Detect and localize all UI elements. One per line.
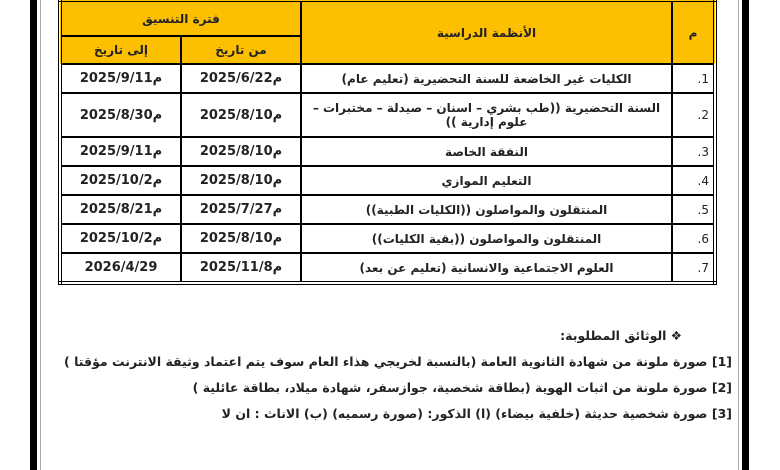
table-row: 6. المنتقلون والمواصلون ((بقية الكليات)) 2… <box>59 223 716 254</box>
row-to-date: 2025/10/2م <box>59 165 182 196</box>
page-border-right-thin <box>738 0 739 470</box>
table-row: 5. المنتقلون والمواصلون ((الكليات الطبية)… <box>59 194 716 225</box>
row-to-date: 2025/9/11م <box>59 63 182 94</box>
row-number: 3. <box>671 136 716 167</box>
documents-title: ❖ الوثائق المطلوبة: <box>560 328 682 343</box>
table-row: 1. الكليات غير الخاضعة للسنة التحضيرية (ت… <box>59 63 716 94</box>
row-to-date: 2025/10/2م <box>59 223 182 254</box>
page-border-left-thin <box>40 0 41 470</box>
row-system: الكليات غير الخاضعة للسنة التحضيرية (تعل… <box>300 63 673 94</box>
row-system: النفقة الخاصة <box>300 136 673 167</box>
document-item: [2] صورة ملونة من اثبات الهوية (بطاقة شخ… <box>192 380 732 395</box>
row-number: 1. <box>671 63 716 94</box>
table-row: 4. التعليم الموازي 2025/8/10م 2025/10/2م <box>59 165 716 196</box>
row-from-date: 2025/8/10م <box>180 165 302 196</box>
row-system: العلوم الاجتماعية والانسانية (تعليم عن ب… <box>300 252 673 284</box>
header-num: م <box>671 0 716 65</box>
required-documents: ❖ الوثائق المطلوبة: [1] صورة ملونة من شه… <box>44 323 732 427</box>
page-border-left <box>30 0 37 470</box>
table-row: 2. السنة التحضيرية ((طب بشري – اسنان – صي… <box>59 92 716 138</box>
row-from-date: 2025/8/10م <box>180 223 302 254</box>
row-system: التعليم الموازي <box>300 165 673 196</box>
page-border-right <box>742 0 749 470</box>
header-system: الأنظمة الدراسية <box>300 0 673 65</box>
coordination-table: م الأنظمة الدراسية فترة التنسيق من تاريخ… <box>58 0 717 285</box>
row-number: 6. <box>671 223 716 254</box>
row-system: المنتقلون والمواصلون ((الكليات الطبية)) <box>300 194 673 225</box>
document-item: [1] صورة ملونة من شهادة الثانوية العامة … <box>64 354 732 369</box>
header-from: من تاريخ <box>180 35 302 65</box>
row-from-date: 2025/8/10م <box>180 92 302 138</box>
row-to-date: 2025/9/11م <box>59 136 182 167</box>
row-to-date: 2025/8/30م <box>59 92 182 138</box>
row-number: 5. <box>671 194 716 225</box>
table-row: 7. العلوم الاجتماعية والانسانية (تعليم عن… <box>59 252 716 284</box>
row-to-date: 2026/4/29 <box>59 252 182 284</box>
row-from-date: 2025/7/27م <box>180 194 302 225</box>
row-from-date: 2025/6/22م <box>180 63 302 94</box>
row-number: 4. <box>671 165 716 196</box>
row-system: المنتقلون والمواصلون ((بقية الكليات)) <box>300 223 673 254</box>
row-number: 7. <box>671 252 716 284</box>
row-system: السنة التحضيرية ((طب بشري – اسنان – صيدل… <box>300 92 673 138</box>
row-number: 2. <box>671 92 716 138</box>
document-item: [3] صورة شخصية حديثة (خلفية بيضاء) (ا) ا… <box>221 406 732 421</box>
row-from-date: 2025/11/8م <box>180 252 302 284</box>
row-to-date: 2025/8/21م <box>59 194 182 225</box>
header-to: إلى تاريخ <box>59 35 182 65</box>
table-row: 3. النفقة الخاصة 2025/8/10م 2025/9/11م <box>59 136 716 167</box>
row-from-date: 2025/8/10م <box>180 136 302 167</box>
header-period: فترة التنسيق <box>59 0 302 37</box>
